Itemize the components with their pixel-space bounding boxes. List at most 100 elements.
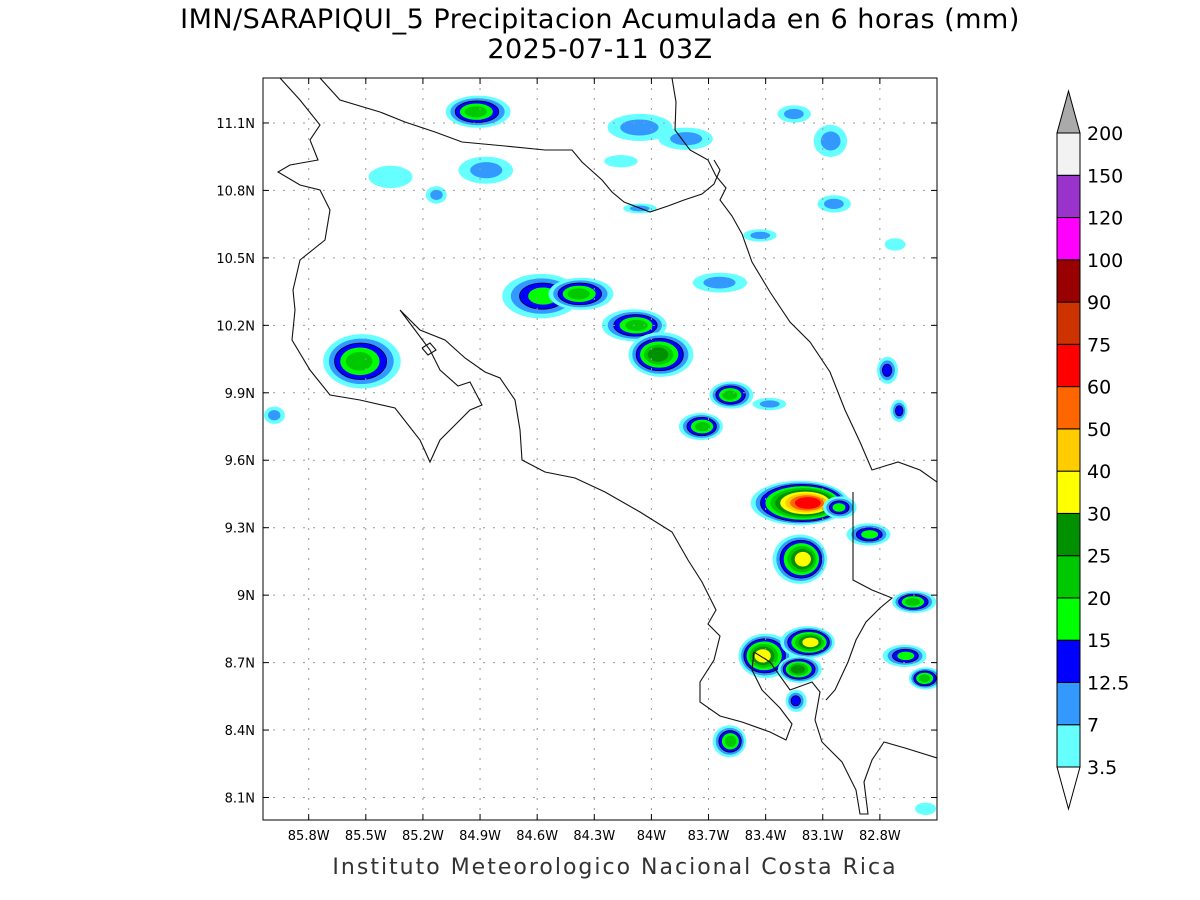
precip-contour-7 (759, 400, 780, 408)
lon-tick-label: 84.3W (573, 829, 615, 844)
map-frame (262, 77, 938, 821)
colorbar-label: 150 (1087, 165, 1123, 187)
colorbar-swatch (1056, 174, 1081, 219)
lon-tick-label: 85.2W (402, 829, 444, 844)
graticule (263, 78, 937, 820)
axis-ticks: 85.8W 85.5W 85.2W 84.9W 84.6W 84.3W 84W 83.7W 83… (216, 78, 937, 844)
precip-contour-25 (790, 665, 805, 674)
precip-contour-20 (694, 421, 711, 432)
colorbar-label: 75 (1087, 334, 1111, 356)
lon-tick-label: 83.1W (802, 829, 844, 844)
lat-tick-label: 9.3N (225, 522, 255, 537)
precip-contour-3.5 (884, 238, 906, 251)
precip-contour-12.5 (790, 695, 801, 707)
map-title: IMN/SARAPIQUI_5 Precipitacion Acumulada … (180, 4, 1020, 35)
precip-contour-20 (625, 319, 648, 331)
precip-contour-15 (897, 651, 915, 661)
lat-tick-label: 8.7N (225, 657, 255, 672)
lat-tick-label: 9N (237, 589, 255, 604)
precip-contour-7 (784, 108, 804, 120)
lat-tick-label: 8.4N (225, 724, 255, 739)
coastline (421, 342, 437, 356)
coastline (276, 78, 937, 815)
colorbar-under-triangle (1056, 766, 1081, 811)
precip-contour-7 (820, 131, 841, 151)
lon-tick-label: 85.5W (345, 829, 387, 844)
precip-contour-3.5 (604, 155, 638, 168)
colorbar-swatch (1056, 217, 1081, 261)
lat-tick-label: 9.6N (225, 454, 255, 469)
lat-tick-label: 11.1N (216, 117, 255, 132)
colorbar-label: 7 (1087, 715, 1099, 737)
lon-tick-label: 83.7W (688, 829, 730, 844)
colorbar-swatch (1056, 428, 1081, 472)
footer-credit: Instituto Meteorologico Nacional Costa R… (332, 855, 898, 880)
precip-contour-20 (724, 735, 737, 747)
colorbar: 3.5 7 12.5 15 20 25 30 40 50 60 75 90 100 120 150 200 (1056, 89, 1129, 811)
precip-contour-12.5 (895, 405, 904, 417)
precip-contour-15 (832, 503, 846, 512)
precip-contour-3.5 (915, 802, 937, 815)
precip-contour-30 (802, 637, 819, 648)
colorbar-label: 25 (1087, 546, 1111, 568)
colorbar-label: 50 (1087, 419, 1111, 441)
precip-contour-7 (470, 162, 503, 179)
colorbar-swatch (1056, 259, 1081, 303)
lat-tick-label: 9.9N (225, 387, 255, 402)
precip-contour-7 (620, 119, 659, 136)
precip-contour-7 (430, 189, 443, 201)
colorbar-swatch (1056, 470, 1081, 514)
coastline (825, 492, 894, 701)
colorbar-label: 12.5 (1087, 672, 1129, 694)
colorbar-swatch (1056, 555, 1081, 599)
precip-contour-7 (703, 276, 736, 289)
lon-tick-label: 84.9W (459, 829, 501, 844)
lon-tick-label: 83.4W (745, 829, 787, 844)
precip-contour-15 (861, 530, 879, 539)
precip-contour-30 (794, 551, 811, 567)
colorbar-swatch (1056, 512, 1081, 557)
coastlines-borders (276, 78, 937, 815)
precipitation-field (263, 95, 937, 815)
precip-contour-20 (345, 351, 373, 371)
precip-contour-20 (905, 598, 921, 606)
lat-tick-label: 10.8N (216, 184, 255, 199)
colorbar-label: 90 (1087, 292, 1111, 314)
precip-contour-25 (647, 347, 669, 362)
colorbar-swatch (1056, 597, 1081, 641)
lon-tick-label: 82.8W (859, 829, 901, 844)
precip-contour-7 (670, 132, 703, 146)
coastline (671, 78, 937, 483)
colorbar-label: 60 (1087, 377, 1111, 399)
colorbar-swatch (1056, 724, 1081, 768)
coastline (319, 78, 721, 213)
precip-contour-7 (268, 410, 281, 421)
colorbar-label: 120 (1087, 208, 1123, 230)
colorbar-label: 20 (1087, 588, 1111, 610)
lon-tick-label: 85.8W (288, 829, 330, 844)
colorbar-swatch (1056, 132, 1081, 176)
colorbar-label: 30 (1087, 503, 1111, 525)
colorbar-swatch (1056, 343, 1081, 388)
colorbar-swatch (1056, 681, 1081, 726)
precip-contour-7 (750, 231, 771, 240)
precip-contour-20 (722, 390, 738, 400)
precip-contour-7 (823, 198, 844, 210)
precip-contour-60 (794, 497, 821, 509)
precip-contour-3.5 (368, 165, 413, 189)
lon-tick-label: 84.6W (516, 829, 558, 844)
precip-contour-20 (464, 106, 487, 118)
precip-contour-30 (754, 649, 771, 663)
precip-contour-20 (567, 288, 590, 300)
colorbar-label: 200 (1087, 123, 1123, 145)
colorbar-label: 100 (1087, 250, 1123, 272)
lat-tick-label: 10.2N (216, 319, 255, 334)
colorbar-label: 40 (1087, 461, 1111, 483)
colorbar-swatch (1056, 639, 1081, 683)
colorbar-label: 15 (1087, 630, 1111, 652)
precip-contour-12.5 (881, 363, 893, 377)
colorbar-swatch (1056, 301, 1081, 345)
lat-tick-label: 8.1N (225, 792, 255, 807)
lon-tick-label: 84W (637, 829, 667, 844)
